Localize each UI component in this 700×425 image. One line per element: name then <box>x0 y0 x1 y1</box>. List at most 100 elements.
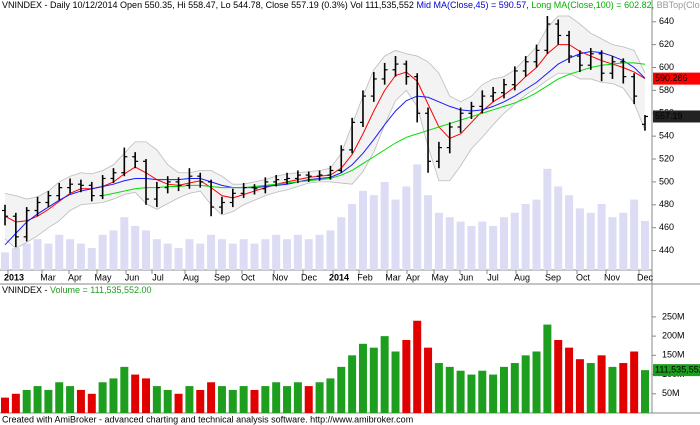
volume-bar <box>315 382 324 413</box>
volume-last-box <box>653 364 700 377</box>
y-tick-label: 460 <box>659 222 674 232</box>
volume-overlay-bar <box>315 234 324 270</box>
x-tick-label: Apr <box>406 272 420 282</box>
volume-bar <box>239 386 248 413</box>
volume-bar <box>445 366 454 413</box>
x-tick-label: Mar <box>40 272 56 282</box>
volume-bar <box>283 386 292 413</box>
volume-overlay-bar <box>217 239 226 270</box>
volume-overlay-bar <box>66 239 75 270</box>
ma-last-label: 590.286 <box>655 73 688 83</box>
volume-bar <box>163 389 172 413</box>
volume-overlay-bar <box>402 186 411 270</box>
ma-line <box>4 44 646 223</box>
volume-overlay-bar <box>532 199 541 270</box>
title-part: VNINDEX - Daily 10/12/2014 Open 550.35, … <box>2 0 416 10</box>
volume-bar <box>402 339 411 413</box>
volume-bar <box>174 393 183 413</box>
title-part: Long MA(Close,100) = 602.82, <box>531 0 656 10</box>
volume-overlay-bar <box>22 243 31 270</box>
x-tick-label: Aug <box>514 272 530 282</box>
volume-bar <box>532 351 541 413</box>
x-tick-label: Jul <box>152 272 164 282</box>
y-tick-label: 620 <box>659 39 674 49</box>
volume-overlay-bar <box>586 212 595 270</box>
volume-bar <box>413 320 422 413</box>
y-tick-label: 540 <box>659 131 674 141</box>
volume-overlay-bar <box>55 234 64 270</box>
volume-bar <box>109 378 118 413</box>
volume-overlay-bar <box>11 248 20 270</box>
volume-bar <box>185 386 194 413</box>
volume-overlay-bar <box>239 239 248 270</box>
volume-tick-label: 200M <box>662 331 685 341</box>
volume-overlay-bar <box>391 199 400 270</box>
y-tick-label: 500 <box>659 176 674 186</box>
volume-overlay-bar <box>575 208 584 270</box>
x-tick-label: May <box>431 272 449 282</box>
volume-bar <box>228 389 237 413</box>
close-last-label: 557.19 <box>655 111 683 121</box>
volume-overlay-bar <box>76 243 85 270</box>
y-tick-label: 600 <box>659 62 674 72</box>
volume-tick-label: 50M <box>662 388 680 398</box>
volume-overlay-bar <box>304 239 313 270</box>
ma-line <box>102 62 646 197</box>
volume-overlay-bar <box>348 204 357 270</box>
volume-overlay-bar <box>369 195 378 270</box>
volume-bar <box>207 382 216 413</box>
volume-overlay-bar <box>478 221 487 270</box>
volume-bar <box>543 324 552 413</box>
volume-overlay-bar <box>337 217 346 270</box>
volume-bar <box>597 355 606 413</box>
volume-overlay-bar <box>142 230 151 270</box>
x-tick-label: Jun <box>459 272 474 282</box>
volume-bar <box>261 386 270 413</box>
volume-overlay-bar <box>619 212 628 270</box>
volume-overlay-bar <box>174 248 183 270</box>
volume-bar <box>489 374 498 413</box>
volume-bar <box>575 359 584 413</box>
volume-overlay-bar <box>228 243 237 270</box>
band-upper <box>4 15 646 200</box>
x-tick-label: Oct <box>241 272 256 282</box>
volume-overlay-bar <box>326 230 335 270</box>
volume-bar <box>11 393 20 413</box>
x-tick-label: Feb <box>357 272 373 282</box>
volume-bar <box>510 363 519 413</box>
x-tick-label: Jul <box>487 272 499 282</box>
volume-overlay-bar <box>87 248 96 270</box>
volume-overlay-bar <box>413 164 422 270</box>
volume-bar <box>76 389 85 413</box>
y-tick-label: 580 <box>659 85 674 95</box>
volume-bar <box>98 382 107 413</box>
volume-overlay-bar <box>630 199 639 270</box>
volume-overlay-bar <box>131 226 140 270</box>
footer: Created with AmiBroker - advanced charti… <box>2 414 413 424</box>
chart-title: VNINDEX - Daily 10/12/2014 Open 550.35, … <box>2 0 700 10</box>
volume-bar <box>608 366 617 413</box>
volume-overlay-bar <box>445 217 454 270</box>
ma-line <box>4 50 646 246</box>
volume-overlay-bar <box>597 204 606 270</box>
y-tick-label: 440 <box>659 245 674 255</box>
volume-overlay-bar <box>499 217 508 270</box>
volume-bar <box>456 370 465 413</box>
x-tick-label: Dec <box>301 272 318 282</box>
volume-bar <box>33 386 42 413</box>
volume-title-part: VNINDEX - <box>2 285 50 295</box>
volume-bar <box>196 389 205 413</box>
title-part: Mid MA(Close,45) = 590.57, <box>416 0 531 10</box>
volume-overlay-bar <box>565 195 574 270</box>
x-tick-label: Oct <box>576 272 591 282</box>
volume-bar <box>424 347 433 413</box>
volume-tick-label: 150M <box>662 350 685 360</box>
volume-overlay-bar <box>283 239 292 270</box>
volume-bar <box>467 374 476 413</box>
volume-bar <box>217 386 226 413</box>
x-tick-label: 2013 <box>4 272 24 282</box>
volume-bar <box>272 382 281 413</box>
volume-overlay-bar <box>510 212 519 270</box>
volume-bar <box>641 370 649 413</box>
